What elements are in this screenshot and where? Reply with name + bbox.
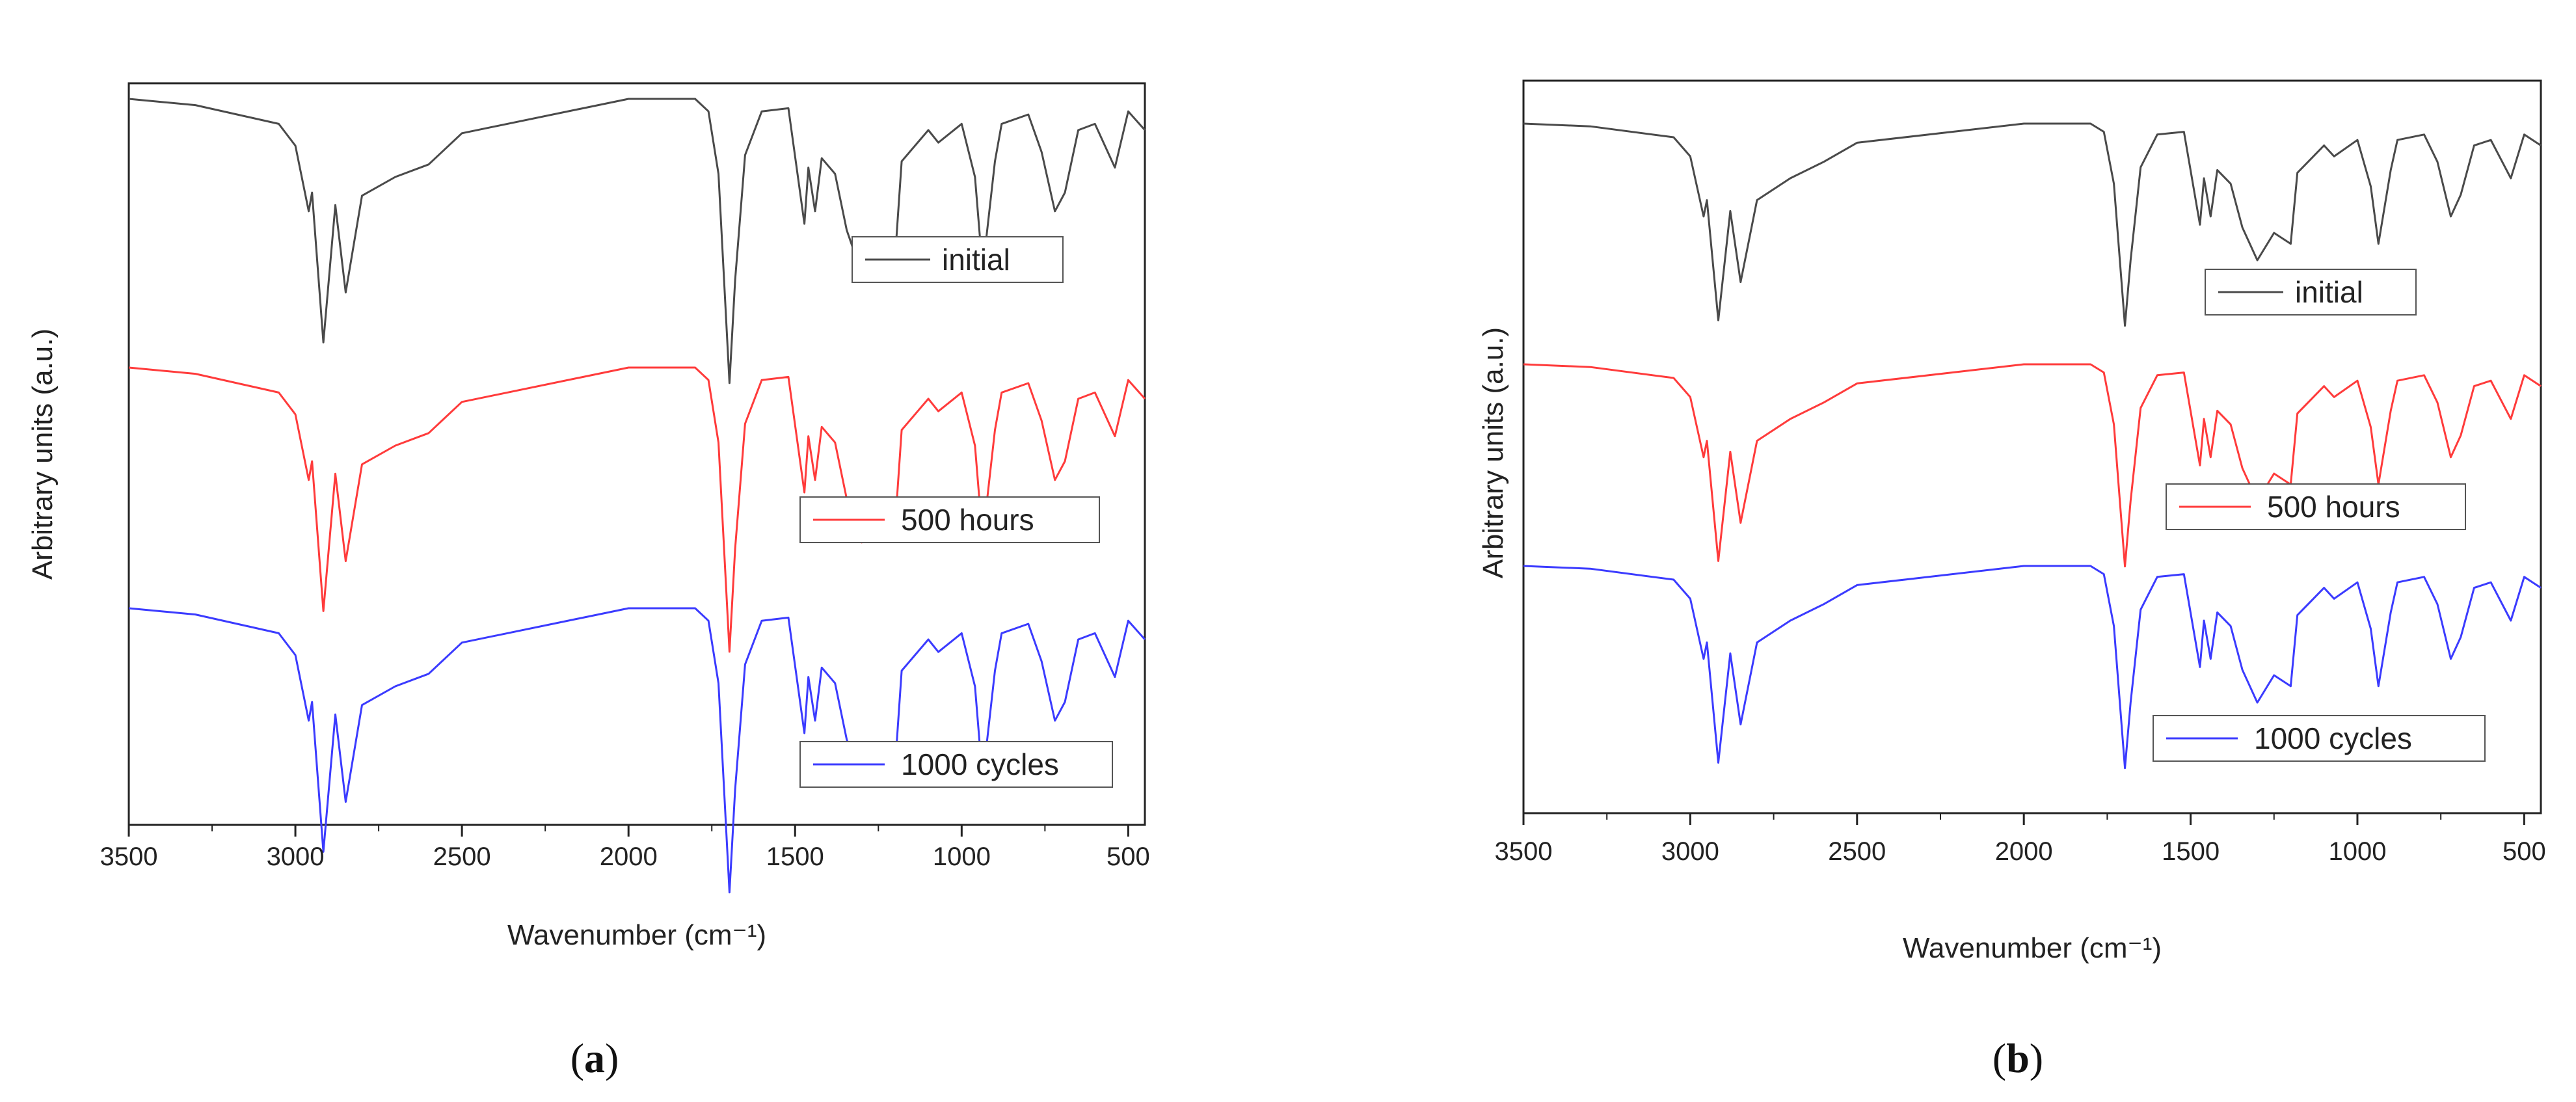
x-tick-label: 3000 <box>1661 837 1719 866</box>
x-tick-label: 3500 <box>100 842 158 871</box>
legend-item-1000-cycles-b: 1000 cycles <box>2153 715 2486 762</box>
plot-frame-b <box>1522 79 2542 814</box>
y-axis-title-a: Arbitrary units (a.u.) <box>27 329 59 580</box>
panel-label-close: ) <box>2030 1035 2043 1081</box>
y-axis-title-b: Arbitrary units (a.u.) <box>1477 327 1509 578</box>
x-tick-label: 1500 <box>766 842 824 871</box>
spectra-b <box>1523 122 2542 770</box>
legend-item-500-hours-b: 500 hours <box>2166 483 2466 530</box>
panel-label-open: ( <box>570 1035 584 1081</box>
x-ticks-b: 3500 3000 2500 2000 1500 1000 500 <box>1495 813 2546 866</box>
legend-item-500-hours-a: 500 hours <box>799 496 1100 543</box>
panel-letter: a <box>584 1035 605 1081</box>
panel-label-b: (b) <box>1992 1035 2043 1081</box>
x-axis-title-a: Wavenumber (cm⁻¹) <box>507 919 766 951</box>
panel-a: 3500 3000 2500 2000 1500 1000 500 initial 500 … <box>27 82 1150 1081</box>
series-line-1000-cycles <box>1523 565 2542 770</box>
x-tick-label: 2500 <box>433 842 491 871</box>
spectra-a <box>128 98 1146 894</box>
series-line-1000-cycles <box>128 607 1146 894</box>
legend-item-initial-a: initial <box>852 236 1064 283</box>
series-line-initial <box>1523 122 2542 327</box>
x-tick-label: 2000 <box>600 842 658 871</box>
x-tick-label: 3000 <box>267 842 325 871</box>
x-axis-title-b: Wavenumber (cm⁻¹) <box>1903 932 2162 964</box>
x-tick-label: 1500 <box>2162 837 2220 866</box>
series-line-500-hours <box>128 366 1146 653</box>
series-line-initial <box>128 98 1146 384</box>
legend-label-1000-cycles: 1000 cycles <box>901 747 1059 781</box>
legend-label-500-hours: 500 hours <box>2267 490 2400 524</box>
series-line-500-hours <box>1523 363 2542 568</box>
panel-b: 3500 3000 2500 2000 1500 1000 500 initial 500 … <box>1477 79 2546 1081</box>
legend-item-1000-cycles-a: 1000 cycles <box>799 741 1113 788</box>
legend-label-initial: initial <box>2295 275 2363 309</box>
x-tick-label: 500 <box>1107 842 1150 871</box>
legend-item-initial-b: initial <box>2205 269 2417 316</box>
x-tick-label: 1000 <box>2328 837 2386 866</box>
legend-label-500-hours: 500 hours <box>901 503 1034 537</box>
panel-label-a: (a) <box>570 1035 619 1081</box>
panel-label-close: ) <box>605 1035 619 1081</box>
legend-label-1000-cycles: 1000 cycles <box>2254 721 2412 755</box>
x-tick-label: 3500 <box>1495 837 1553 866</box>
legend-label-initial: initial <box>942 243 1010 276</box>
x-ticks-a: 3500 3000 2500 2000 1500 1000 500 <box>100 825 1150 871</box>
x-tick-label: 2500 <box>1828 837 1886 866</box>
panel-label-open: ( <box>1992 1035 2006 1081</box>
x-tick-label: 2000 <box>1995 837 2053 866</box>
x-tick-label: 500 <box>2502 837 2546 866</box>
x-tick-label: 1000 <box>933 842 991 871</box>
panel-letter: b <box>2006 1035 2030 1081</box>
